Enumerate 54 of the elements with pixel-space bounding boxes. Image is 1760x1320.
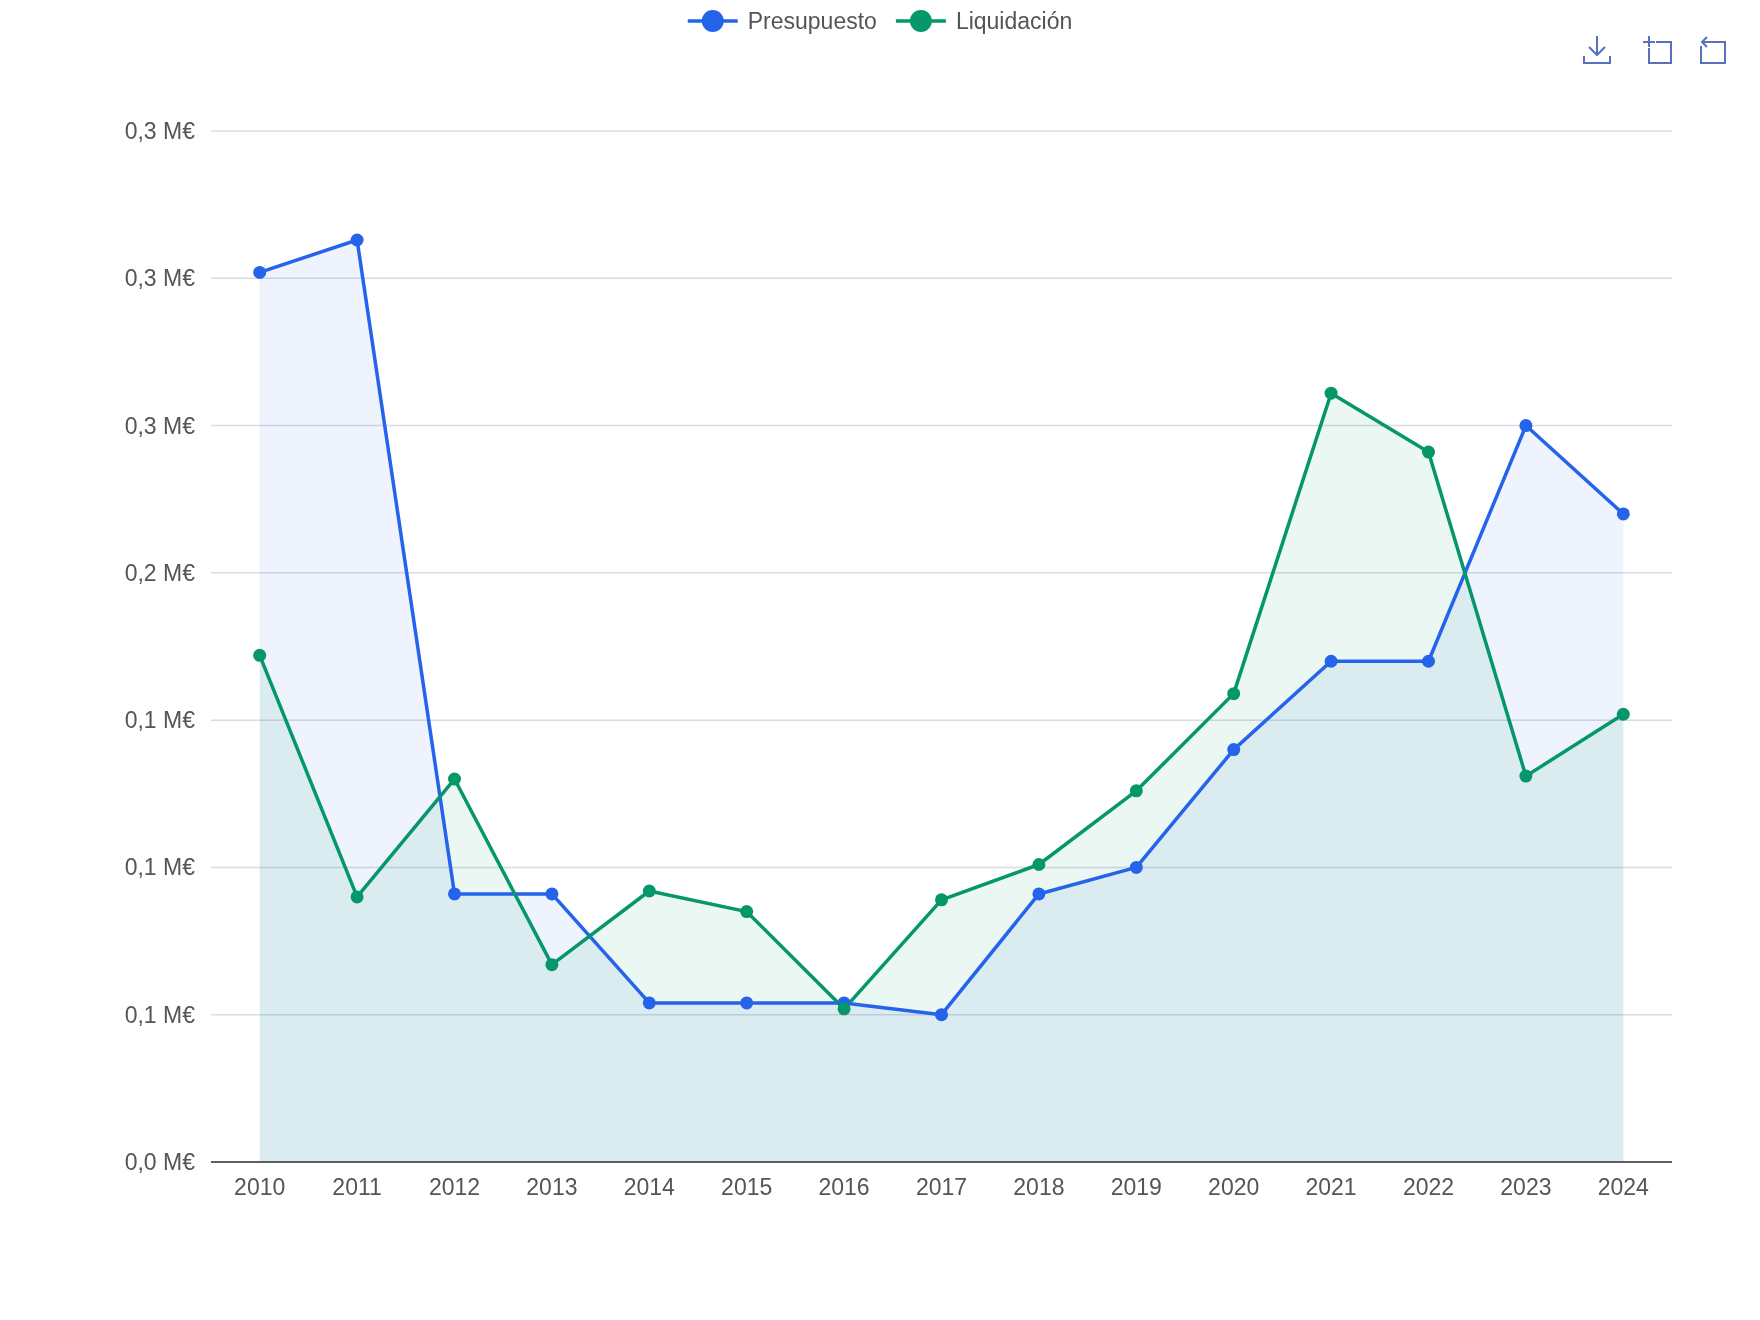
point bbox=[1422, 445, 1435, 459]
x-tick-label: 2015 bbox=[721, 1174, 773, 1200]
x-tick-label: 2018 bbox=[1013, 1174, 1065, 1200]
point bbox=[350, 890, 364, 904]
point bbox=[350, 233, 364, 247]
point bbox=[545, 958, 559, 972]
point bbox=[1324, 654, 1338, 668]
point bbox=[935, 1008, 948, 1022]
point bbox=[1032, 887, 1046, 901]
y-tick-label: 0,1 M€ bbox=[124, 707, 196, 734]
point bbox=[1129, 860, 1143, 874]
point bbox=[1616, 507, 1630, 521]
point bbox=[253, 265, 267, 279]
point bbox=[740, 905, 754, 919]
y-tick-label: 0,1 M€ bbox=[124, 1001, 196, 1028]
point bbox=[253, 648, 267, 662]
y-tick-label: 0,2 M€ bbox=[124, 559, 196, 586]
x-tick-label: 2022 bbox=[1402, 1174, 1455, 1200]
point bbox=[1227, 743, 1241, 757]
y-tick-label: 0,3 M€ bbox=[124, 118, 196, 144]
point bbox=[545, 887, 559, 901]
x-tick-label: 2017 bbox=[915, 1174, 968, 1200]
point bbox=[642, 996, 656, 1010]
x-tick-label: 2014 bbox=[623, 1174, 676, 1200]
y-tick-label: 0,0 M€ bbox=[124, 1149, 196, 1175]
x-tick-label: 2019 bbox=[1110, 1174, 1162, 1200]
x-tick-label: 2024 bbox=[1597, 1174, 1650, 1200]
point bbox=[1227, 687, 1241, 701]
y-tick-label: 0,1 M€ bbox=[124, 854, 196, 881]
x-tick-label: 2011 bbox=[332, 1174, 382, 1200]
x-tick-label: 2021 bbox=[1305, 1174, 1357, 1200]
x-tick-label: 2013 bbox=[526, 1174, 578, 1200]
x-tick-label: 2010 bbox=[234, 1174, 286, 1200]
point bbox=[1616, 707, 1630, 721]
point bbox=[740, 996, 754, 1010]
point bbox=[1422, 654, 1435, 668]
y-tick-label: 0,3 M€ bbox=[124, 265, 196, 292]
legend-label: Presupuesto bbox=[747, 8, 877, 34]
point bbox=[1032, 857, 1046, 871]
point bbox=[837, 1002, 851, 1016]
point bbox=[448, 772, 461, 786]
point bbox=[935, 893, 948, 907]
x-tick-label: 2023 bbox=[1500, 1174, 1552, 1200]
x-tick-label: 2016 bbox=[818, 1174, 870, 1200]
point bbox=[448, 887, 461, 901]
point bbox=[1324, 386, 1338, 400]
legend-label: Liquidación bbox=[955, 8, 1073, 34]
point bbox=[1129, 784, 1143, 798]
point bbox=[1519, 419, 1533, 433]
point bbox=[642, 884, 656, 898]
x-tick-label: 2020 bbox=[1208, 1174, 1260, 1200]
point bbox=[1519, 769, 1533, 783]
x-tick-label: 2012 bbox=[428, 1174, 481, 1200]
y-tick-label: 0,3 M€ bbox=[124, 412, 196, 439]
